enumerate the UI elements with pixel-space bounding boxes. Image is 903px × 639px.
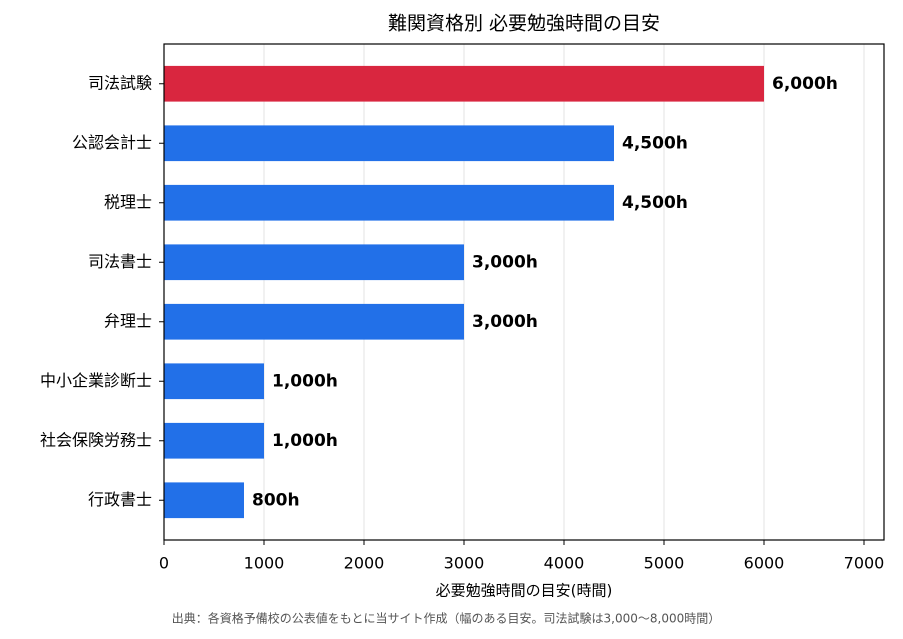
bar [164, 244, 464, 281]
x-axis-label: 必要勉強時間の目安(時間) [436, 582, 613, 600]
value-label: 6,000h [772, 74, 838, 94]
value-label: 3,000h [472, 312, 538, 332]
bar [164, 303, 464, 340]
value-label: 1,000h [272, 431, 338, 451]
y-tick-label: 公認会計士 [72, 133, 152, 152]
plot-frame [163, 43, 885, 541]
bar [164, 482, 244, 519]
y-tick-label: 司法書士 [88, 252, 152, 271]
value-label: 4,500h [622, 193, 688, 213]
x-tick-label: 5000 [644, 554, 685, 573]
x-tick-label: 7000 [844, 554, 885, 573]
x-tick-label: 1000 [244, 554, 285, 573]
y-tick-label: 中小企業診断士 [40, 371, 152, 390]
y-tick-label: 司法試験 [88, 73, 152, 92]
x-tick-label: 2000 [344, 554, 385, 573]
y-tick-label: 行政書士 [88, 490, 152, 509]
footnote: 出典：各資格予備校の公表値をもとに当サイト作成（幅のある目安。司法試験は3,00… [172, 611, 720, 626]
bar [164, 184, 614, 221]
value-label: 3,000h [472, 252, 538, 272]
y-tick-label: 税理士 [104, 192, 152, 211]
y-tick-label: 弁理士 [104, 311, 152, 330]
x-tick-label: 4000 [544, 554, 585, 573]
x-tick-label: 6000 [744, 554, 785, 573]
y-tick-label: 社会保険労務士 [40, 430, 152, 449]
chart-title: 難関資格別 必要勉強時間の目安 [388, 13, 660, 35]
bar [164, 65, 764, 102]
value-label: 4,500h [622, 133, 688, 153]
bar [164, 422, 264, 459]
x-tick-label: 3000 [444, 554, 485, 573]
bar [164, 125, 614, 162]
x-tick-label: 0 [159, 554, 169, 573]
bar [164, 363, 264, 400]
value-label: 800h [252, 490, 300, 510]
value-label: 1,000h [272, 371, 338, 391]
